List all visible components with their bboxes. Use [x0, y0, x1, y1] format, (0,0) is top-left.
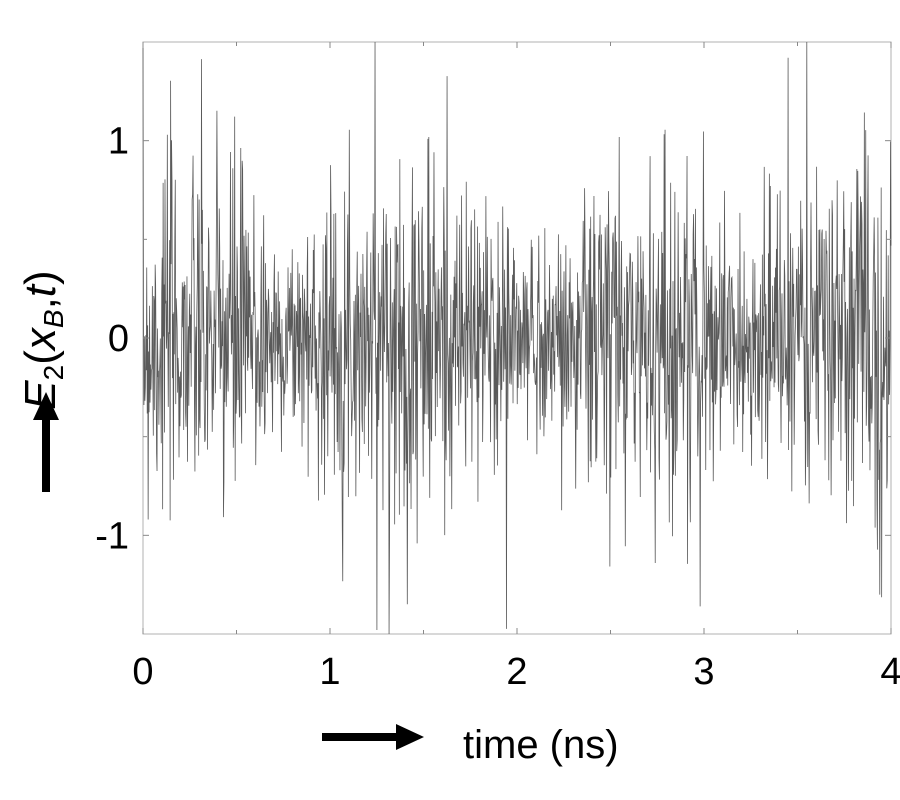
- ylabel-arg1-sub: B: [38, 309, 69, 328]
- y-axis-label: E2(xB,t): [16, 270, 69, 409]
- x-axis-label: time (ns): [463, 723, 619, 767]
- x-tick-label: 1: [319, 651, 340, 693]
- series-line: [142, 41, 892, 635]
- x-tick-label: 2: [506, 651, 527, 693]
- ylabel-close-paren: ): [16, 270, 65, 285]
- ylabel-separator: ,: [16, 297, 65, 309]
- y-tick-label: -1: [95, 515, 129, 557]
- svg-text:E2(xB,t): E2(xB,t): [16, 270, 69, 409]
- x-tick-label: 4: [880, 651, 900, 693]
- ylabel-subscript: 2: [38, 365, 69, 381]
- y-tick-label: 0: [108, 318, 129, 360]
- ylabel-arg1: x: [16, 326, 65, 352]
- x-axis-arrow: [322, 724, 424, 750]
- x-tick-label: 3: [693, 651, 714, 693]
- ylabel-open-paren: (: [16, 350, 65, 365]
- tick-layer: 0 1 2 3 4 -1 0 1: [95, 42, 900, 693]
- y-tick-label: 1: [108, 121, 129, 163]
- signal-layer: [142, 41, 892, 635]
- x-tick-label: 0: [132, 651, 153, 693]
- ylabel-arg2: t: [16, 283, 65, 297]
- y-axis-arrow: [33, 392, 59, 492]
